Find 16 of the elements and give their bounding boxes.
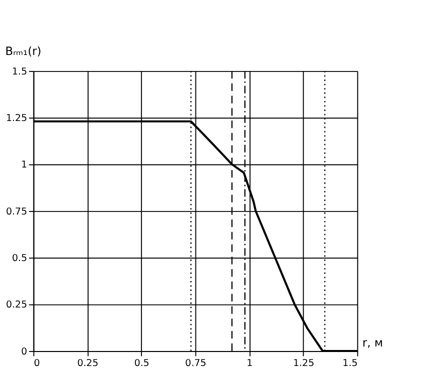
- y-tick-label: 1: [21, 160, 28, 171]
- x-tick-label: 0.25: [77, 358, 98, 369]
- x-tick-label: 0.75: [185, 358, 206, 369]
- y-tick-label: 1.25: [6, 112, 28, 124]
- y-tick-label: 0.5: [12, 252, 28, 264]
- x-tick-label: 0.5: [134, 358, 150, 369]
- y-axis-title: Bᵣₘ₁(r): [5, 44, 42, 58]
- y-tick-label: 1.5: [12, 66, 28, 78]
- y-tick-label: 0: [21, 346, 28, 358]
- x-tick-label: 1.5: [342, 358, 358, 369]
- y-tick-label: 0.75: [6, 206, 28, 218]
- x-tick-label: 0: [34, 358, 40, 369]
- x-axis-title: r, м: [362, 336, 383, 350]
- x-tick-label: 1.25: [293, 358, 314, 369]
- x-tick-label: 1: [246, 358, 253, 369]
- y-tick-label: 0.25: [6, 300, 28, 311]
